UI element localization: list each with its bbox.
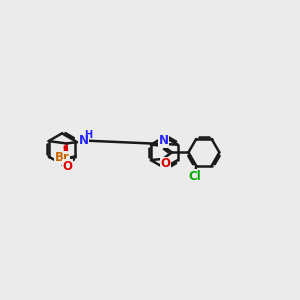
Text: Cl: Cl xyxy=(189,170,201,183)
Text: O: O xyxy=(160,157,170,170)
Text: N: N xyxy=(159,134,169,147)
Text: H: H xyxy=(84,130,92,140)
Text: N: N xyxy=(79,134,88,147)
Text: O: O xyxy=(63,160,73,173)
Text: Br: Br xyxy=(55,151,70,164)
